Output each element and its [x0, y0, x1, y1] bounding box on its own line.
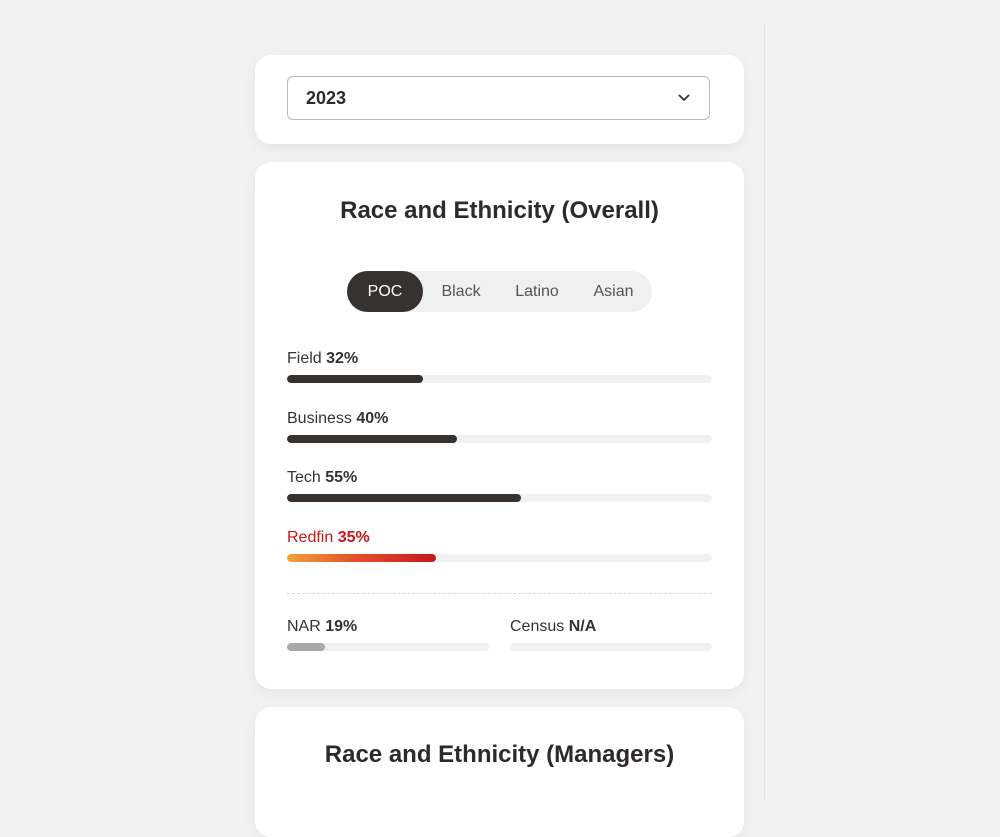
benchmark-value: 19% — [325, 618, 358, 635]
metric-label: Field — [287, 350, 322, 367]
managers-title: Race and Ethnicity (Managers) — [324, 741, 675, 768]
column-divider — [764, 24, 765, 800]
progress-track — [287, 375, 712, 383]
benchmark-label: Census — [510, 618, 565, 635]
overall-title: Race and Ethnicity (Overall) — [340, 197, 659, 224]
progress-track — [287, 435, 712, 443]
metric-value: 32% — [326, 350, 359, 367]
dashed-divider — [287, 593, 712, 594]
metric-value: 40% — [356, 410, 389, 427]
chevron-down-icon — [677, 91, 691, 105]
progress-fill — [287, 375, 423, 383]
benchmark-nar: NAR 19% — [287, 618, 489, 651]
tab-latino[interactable]: Latino — [515, 282, 559, 300]
tab-asian[interactable]: Asian — [593, 282, 634, 300]
benchmark-label: NAR — [287, 618, 321, 635]
year-select[interactable]: 2023 — [287, 76, 710, 120]
metric-value: 55% — [325, 469, 358, 486]
benchmark-value: N/A — [568, 618, 597, 635]
progress-fill — [287, 494, 521, 502]
metric-field: Field 32% — [287, 350, 712, 383]
progress-track — [287, 494, 712, 502]
metric-value: 35% — [337, 529, 370, 546]
progress-fill — [287, 435, 457, 443]
progress-fill — [287, 554, 436, 562]
benchmark-census: Census N/A — [510, 618, 712, 651]
metric-tech: Tech 55% — [287, 469, 712, 502]
year-select-value: 2023 — [306, 87, 347, 108]
metric-label: Redfin — [287, 529, 334, 546]
group-tabs: POC Black Latino Asian — [347, 271, 652, 312]
year-select-card: 2023 — [255, 55, 744, 144]
metric-business: Business 40% — [287, 410, 712, 443]
progress-track — [287, 554, 712, 562]
progress-fill — [287, 643, 326, 651]
tab-black[interactable]: Black — [441, 282, 481, 300]
progress-track — [510, 643, 712, 651]
overall-card: Race and Ethnicity (Overall) POC Black L… — [255, 162, 744, 689]
progress-track — [287, 643, 489, 651]
metric-label: Tech — [287, 469, 321, 486]
metric-redfin: Redfin 35% — [287, 529, 712, 562]
metric-label: Business — [287, 410, 352, 427]
managers-card: Race and Ethnicity (Managers) — [255, 707, 744, 837]
tab-poc[interactable]: POC — [347, 271, 423, 312]
